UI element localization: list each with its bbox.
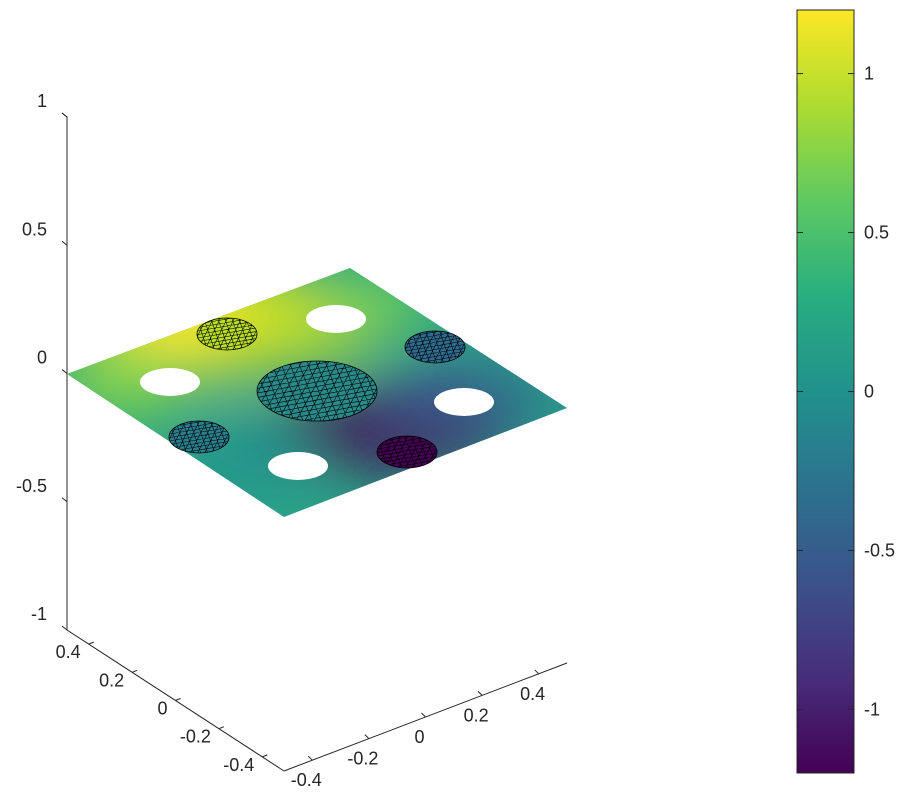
x-tick-mark [307,755,313,761]
hole-1 [140,368,200,396]
colorbar-tick-label: 0.5 [864,223,889,243]
x-tick-label: 0.2 [464,705,489,725]
x-tick-label: -0.2 [347,749,378,769]
z-tick-mark [61,112,68,118]
colorbar: -1 -0.5 0 0.5 1 [796,9,895,774]
hole-2 [306,305,366,333]
y-tick-label: 0.2 [99,670,124,690]
x-tick-label: 0 [414,727,424,747]
y-tick-mark [88,641,94,645]
y-tick-label: 0 [157,699,167,719]
x-tick-mark [364,734,370,739]
hole-4 [268,452,328,480]
hole-3 [434,388,494,416]
y-tick-label: -0.4 [223,755,254,775]
y-ticks: -0.4 -0.2 0 0.2 0.4 [56,641,268,775]
mesh-disk [256,360,378,422]
colorbar-ticks: -1 -0.5 0 0.5 1 [797,64,895,719]
z-tick-mark [61,625,68,631]
mesh-wireframe [405,331,465,363]
z-tick-label: 0 [37,348,47,368]
z-tick-label: -0.5 [16,476,47,496]
x-tick-label: -0.4 [291,770,322,790]
colorbar-tick-label: 0 [864,382,874,402]
mesh-wireframe [377,436,437,468]
colorbar-tick-label: -1 [864,699,880,719]
mesh-disk-outline [404,330,466,364]
z-tick-mark [61,369,68,374]
mesh-disk [404,330,466,364]
y-tick-mark [131,669,138,673]
x-tick-mark [534,669,540,675]
mesh-wireframe [257,361,377,421]
z-tick-label: -1 [31,604,47,624]
z-tick-mark [61,240,68,246]
x-tick-label: 0.4 [520,684,545,704]
mesh-disk [168,420,230,454]
mesh-disk [196,317,258,351]
y-tick-mark [175,698,181,701]
z-ticks: -1 -0.5 0 0.5 1 [16,91,68,631]
mesh-disk-outline [256,360,378,422]
y-tick-label: -0.2 [180,727,211,747]
axes-3d: -1 -0.5 0 0.5 1 -0.4 -0.2 0 0.2 0.4 -0.4 -0.2 0 0.2… [16,91,568,790]
mesh-disks [168,317,466,469]
x-tick-mark [477,691,483,696]
z-tick-label: 1 [37,91,47,111]
y-tick-mark [218,726,225,730]
mesh-disk-outline [376,435,438,469]
y-tick-label: 0.4 [56,642,81,662]
mesh-disk [376,435,438,469]
surface [67,268,567,517]
mesh-wireframe [169,421,229,453]
colorbar-tick-label: 1 [864,64,874,84]
z-tick-label: 0.5 [22,219,47,239]
y-tick-mark [262,754,268,758]
z-tick-mark [61,497,68,503]
colorbar-fill [797,10,854,773]
x-ticks: -0.4 -0.2 0 0.2 0.4 [291,669,545,790]
colorbar-tick-label: -0.5 [864,540,895,560]
x-tick-mark [421,712,426,718]
mesh-wireframe [197,318,257,350]
mesh-disk-outline [196,317,258,351]
mesh-disk-outline [168,420,230,454]
